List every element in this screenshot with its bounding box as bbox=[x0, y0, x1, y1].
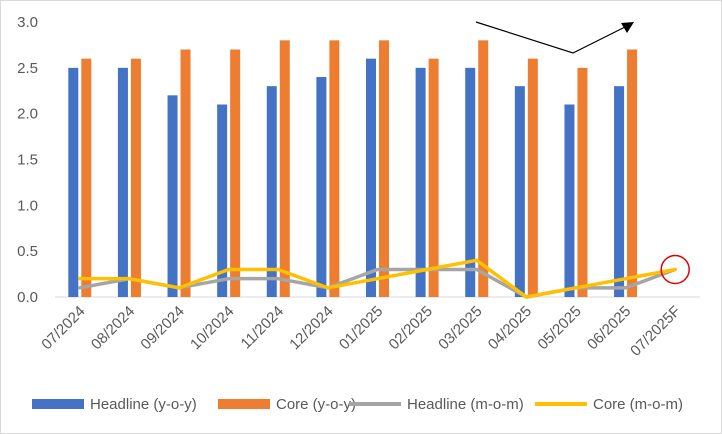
bar-core-yoy bbox=[428, 58, 439, 297]
y-tick-label: 0.0 bbox=[17, 289, 38, 306]
bar-headline-yoy bbox=[117, 67, 128, 297]
trend-arrow-line bbox=[475, 21, 626, 54]
bar-headline-yoy bbox=[564, 104, 575, 297]
x-tick-label: 05/2025 bbox=[534, 303, 584, 353]
bar-core-yoy bbox=[329, 40, 340, 297]
x-tick-label: 06/2025 bbox=[584, 303, 634, 353]
legend-label-headline-y-o-y: Headline (y-o-y) bbox=[90, 396, 197, 413]
legend-label-core-m-o-m: Core (m-o-m) bbox=[593, 396, 683, 413]
bar-headline-yoy bbox=[415, 67, 426, 297]
bar-headline-yoy bbox=[217, 104, 228, 297]
bar-headline-yoy bbox=[266, 86, 277, 298]
bar-headline-yoy bbox=[316, 77, 327, 297]
x-tick-label: 03/2025 bbox=[435, 303, 485, 353]
x-tick-label: 07/2025F bbox=[627, 303, 684, 360]
y-tick-label: 3.0 bbox=[17, 14, 38, 31]
trend-arrow-head bbox=[621, 22, 634, 33]
x-tick-label: 07/2024 bbox=[38, 303, 88, 353]
bar-core-yoy bbox=[279, 40, 290, 297]
bar-core-yoy bbox=[230, 49, 241, 297]
legend-label-core-y-o-y: Core (y-o-y) bbox=[276, 396, 356, 413]
x-tick-label: 11/2024 bbox=[238, 303, 288, 353]
bar-headline-yoy bbox=[366, 58, 376, 297]
x-tick-label: 10/2024 bbox=[187, 303, 237, 353]
y-tick-label: 1.5 bbox=[17, 152, 38, 169]
bar-core-yoy bbox=[527, 58, 538, 297]
y-tick-label: 0.5 bbox=[17, 243, 38, 260]
x-tick-label: 01/2025 bbox=[336, 303, 386, 353]
x-tick-label: 12/2024 bbox=[286, 303, 336, 353]
bar-headline-yoy bbox=[465, 67, 476, 297]
bar-headline-yoy bbox=[614, 86, 625, 298]
legend-swatch-headline-y-o-y bbox=[32, 399, 84, 409]
bar-headline-yoy bbox=[167, 95, 178, 297]
y-tick-label: 1.0 bbox=[17, 197, 38, 214]
legend-label-headline-m-o-m: Headline (m-o-m) bbox=[407, 396, 524, 413]
y-tick-label: 2.5 bbox=[17, 60, 38, 77]
bar-core-yoy bbox=[180, 49, 191, 297]
bar-headline-yoy bbox=[68, 67, 79, 297]
bar-core-yoy bbox=[379, 40, 389, 297]
legend-swatch-core-y-o-y bbox=[218, 399, 270, 409]
y-tick-label: 2.0 bbox=[17, 106, 38, 123]
bar-core-yoy bbox=[478, 40, 489, 297]
x-tick-label: 04/2025 bbox=[485, 303, 535, 353]
line-core-mom bbox=[78, 258, 677, 299]
x-tick-label: 09/2024 bbox=[137, 303, 187, 353]
legend-swatch-core-m-o-m bbox=[535, 402, 587, 406]
x-tick-label: 08/2024 bbox=[88, 303, 138, 353]
bar-core-yoy bbox=[627, 49, 638, 297]
x-tick-label: 02/2025 bbox=[386, 303, 436, 353]
bar-headline-yoy bbox=[514, 86, 525, 298]
legend-swatch-headline-m-o-m bbox=[349, 402, 401, 406]
bar-core-yoy bbox=[130, 58, 141, 297]
bar-core-yoy bbox=[81, 58, 92, 297]
highlight-circle bbox=[660, 254, 690, 285]
bar-core-yoy bbox=[577, 67, 588, 297]
